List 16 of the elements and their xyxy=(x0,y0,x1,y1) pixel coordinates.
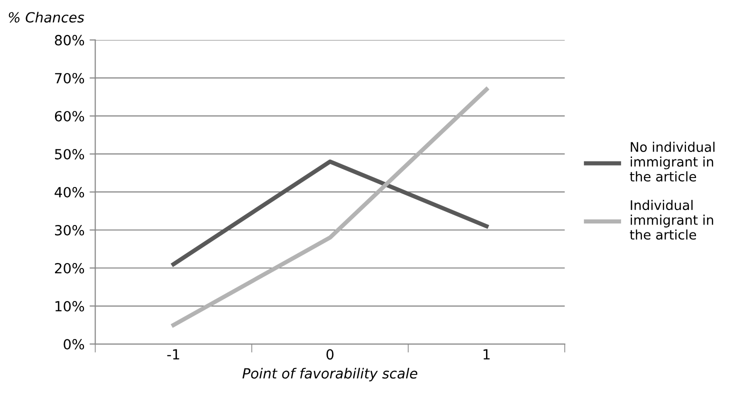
y-tick-label: 80% xyxy=(54,34,84,46)
x-axis-title: Point of favorability scale xyxy=(242,368,418,382)
y-tick-label: 70% xyxy=(55,72,84,84)
y-tick-label: 40% xyxy=(54,186,84,198)
y-axis-title: % Chances xyxy=(8,12,84,23)
y-tick-label: 30% xyxy=(55,224,84,236)
legend-label: Individual immigrant in the article xyxy=(630,200,714,240)
x-tick-label: -1 xyxy=(167,349,180,360)
y-tick-label: 0% xyxy=(64,338,84,350)
x-tick-label: 1 xyxy=(484,349,490,360)
y-tick-label: 50% xyxy=(55,148,84,160)
legend-label: No individual immigrant in the article xyxy=(630,142,714,182)
y-tick-label: 20% xyxy=(54,262,84,274)
x-tick-label: 0 xyxy=(326,349,334,360)
y-tick-label: 10% xyxy=(55,300,84,312)
y-tick-label: 60% xyxy=(54,110,84,122)
